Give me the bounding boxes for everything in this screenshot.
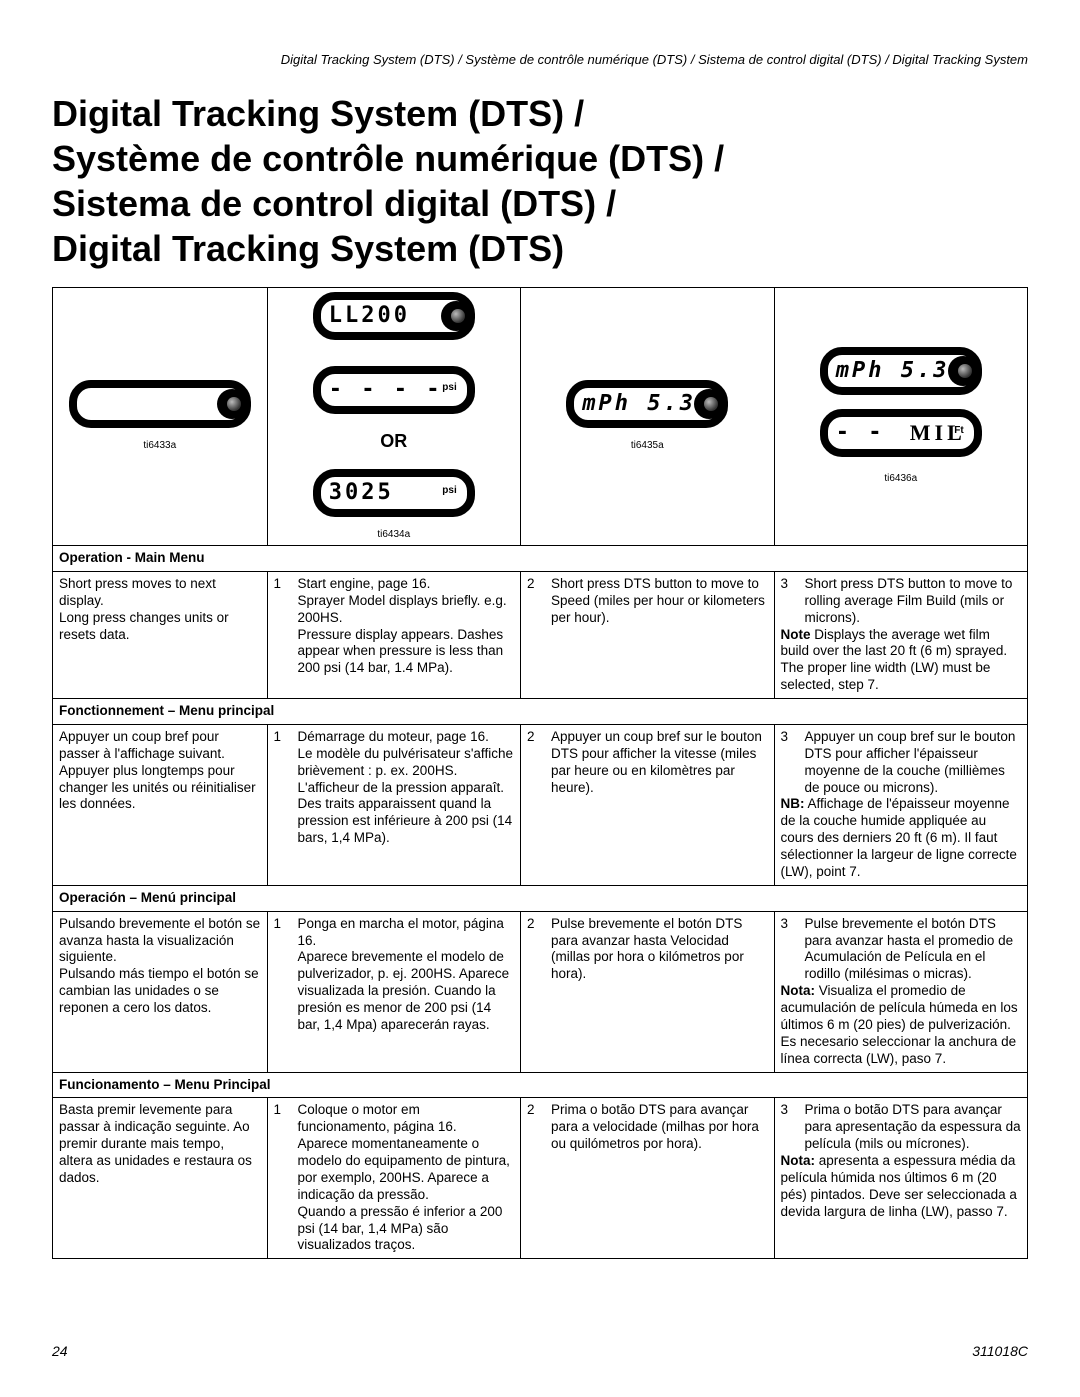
step-text: Short press DTS button to move to Speed … xyxy=(551,576,768,627)
step-num: 1 xyxy=(274,1102,298,1254)
section-heading-3: Funcionamento – Menu Principal xyxy=(53,1072,1028,1098)
image-cell-3: mPh 5.3 ti6435a xyxy=(521,288,775,546)
lcd-pressure: 3025 psi xyxy=(313,469,475,517)
cell-3-2: 2Prima o botão DTS para avançar para a v… xyxy=(521,1098,775,1259)
title-line-2: Système de contrôle numérique (DTS) / xyxy=(52,138,724,179)
lcd-speed-2: mPh 5.3 xyxy=(820,347,982,395)
running-header: Digital Tracking System (DTS) / Système … xyxy=(52,52,1028,67)
lcd-blank xyxy=(69,380,251,428)
section-heading-0: Operation - Main Menu xyxy=(53,546,1028,572)
step-text: Prima o botão DTS para avançar para apre… xyxy=(805,1102,1022,1153)
page-title: Digital Tracking System (DTS) / Système … xyxy=(52,91,1028,271)
step-text: Ponga en marcha el motor, página 16. Apa… xyxy=(298,916,515,1034)
cell-0-0: Short press moves to next display. Long … xyxy=(53,571,268,698)
step-text: Appuyer un coup bref sur le bouton DTS p… xyxy=(551,729,768,797)
image-caption-4: ti6436a xyxy=(884,473,917,486)
cell-2-2: 2Pulse brevemente el botón DTS para avan… xyxy=(521,911,775,1072)
lcd-pressure-text: 3025 xyxy=(329,480,394,505)
note-label: Note xyxy=(781,627,811,642)
step-text: Prima o botão DTS para avançar para a ve… xyxy=(551,1102,768,1153)
note-text: Affichage de l'épaisseur moyenne de la c… xyxy=(781,796,1017,879)
page-footer: 24 311018C xyxy=(52,1343,1028,1359)
lcd-model: LL200 xyxy=(313,292,475,340)
step-num: 2 xyxy=(527,729,551,797)
cell-1-0: Appuyer un coup bref pour passer à l'aff… xyxy=(53,724,268,885)
cell-0-3: 3Short press DTS button to move to rolli… xyxy=(774,571,1028,698)
note-text: Displays the average wet film build over… xyxy=(781,627,1008,693)
lcd-pressure-unit: psi xyxy=(442,477,456,505)
cell-2-0: Pulsando brevemente el botón se avanza h… xyxy=(53,911,268,1072)
note-label: Nota: xyxy=(781,1153,816,1168)
image-caption-2: ti6434a xyxy=(377,529,410,542)
step-text: Coloque o motor em funcionamento, página… xyxy=(298,1102,515,1254)
title-line-4: Digital Tracking System (DTS) xyxy=(52,228,564,269)
doc-number: 311018C xyxy=(972,1343,1028,1359)
step-num: 1 xyxy=(274,729,298,847)
step-num: 3 xyxy=(781,576,805,627)
step-num: 1 xyxy=(274,576,298,677)
image-cell-4: mPh 5.3 - - MIL Ft ti6436a xyxy=(774,288,1028,546)
note-text: Visualiza el promedio de acumulación de … xyxy=(781,983,1018,1066)
image-cell-2: LL200 - - - - psi OR 3025 psi ti6434a xyxy=(267,288,521,546)
step-text: Start engine, page 16. Sprayer Model dis… xyxy=(298,576,515,677)
step-num: 3 xyxy=(781,916,805,984)
lcd-dashes: - - - - psi xyxy=(313,366,475,414)
step-num: 3 xyxy=(781,729,805,797)
cell-0-2: 2Short press DTS button to move to Speed… xyxy=(521,571,775,698)
lcd-speed: mPh 5.3 xyxy=(566,380,728,428)
main-table: ti6433a LL200 - - - - psi OR 3025 psi xyxy=(52,287,1028,1259)
note-label: NB: xyxy=(781,796,805,811)
image-caption-1: ti6433a xyxy=(143,440,176,453)
cell-3-3: 3Prima o botão DTS para avançar para apr… xyxy=(774,1098,1028,1259)
or-label: OR xyxy=(380,430,407,453)
lcd-dashes-text: - - - - xyxy=(329,377,443,402)
step-num: 3 xyxy=(781,1102,805,1153)
note-label: Nota: xyxy=(781,983,816,998)
step-text: Short press DTS button to move to rollin… xyxy=(805,576,1022,627)
step-num: 2 xyxy=(527,1102,551,1153)
cell-0-1: 1Start engine, page 16. Sprayer Model di… xyxy=(267,571,521,698)
lcd-dashes-unit: psi xyxy=(442,374,456,402)
title-line-1: Digital Tracking System (DTS) / xyxy=(52,93,584,134)
title-line-3: Sistema de control digital (DTS) / xyxy=(52,183,616,224)
cell-1-2: 2Appuyer un coup bref sur le bouton DTS … xyxy=(521,724,775,885)
lcd-mil-left: - - xyxy=(836,420,885,445)
cell-3-1: 1Coloque o motor em funcionamento, págin… xyxy=(267,1098,521,1259)
lcd-mil-unit: Ft xyxy=(954,417,963,445)
step-num: 2 xyxy=(527,576,551,627)
page-number: 24 xyxy=(52,1343,68,1359)
section-heading-1: Fonctionnement – Menu principal xyxy=(53,699,1028,725)
step-num: 2 xyxy=(527,916,551,984)
note-text: apresenta a espessura média da película … xyxy=(781,1153,1017,1219)
cell-1-1: 1Démarrage du moteur, page 16. Le modèle… xyxy=(267,724,521,885)
cell-1-3: 3Appuyer un coup bref sur le bouton DTS … xyxy=(774,724,1028,885)
step-num: 1 xyxy=(274,916,298,1034)
step-text: Pulse brevemente el botón DTS para avanz… xyxy=(805,916,1022,984)
step-text: Démarrage du moteur, page 16. Le modèle … xyxy=(298,729,515,847)
step-text: Pulse brevemente el botón DTS para avanz… xyxy=(551,916,768,984)
image-caption-3: ti6435a xyxy=(631,440,664,453)
cell-3-0: Basta premir levemente para passar à ind… xyxy=(53,1098,268,1259)
step-text: Appuyer un coup bref sur le bouton DTS p… xyxy=(805,729,1022,797)
image-cell-1: ti6433a xyxy=(53,288,268,546)
cell-2-1: 1Ponga en marcha el motor, página 16. Ap… xyxy=(267,911,521,1072)
cell-2-3: 3Pulse brevemente el botón DTS para avan… xyxy=(774,911,1028,1072)
lcd-mil: - - MIL Ft xyxy=(820,409,982,457)
section-heading-2: Operación – Menú principal xyxy=(53,885,1028,911)
